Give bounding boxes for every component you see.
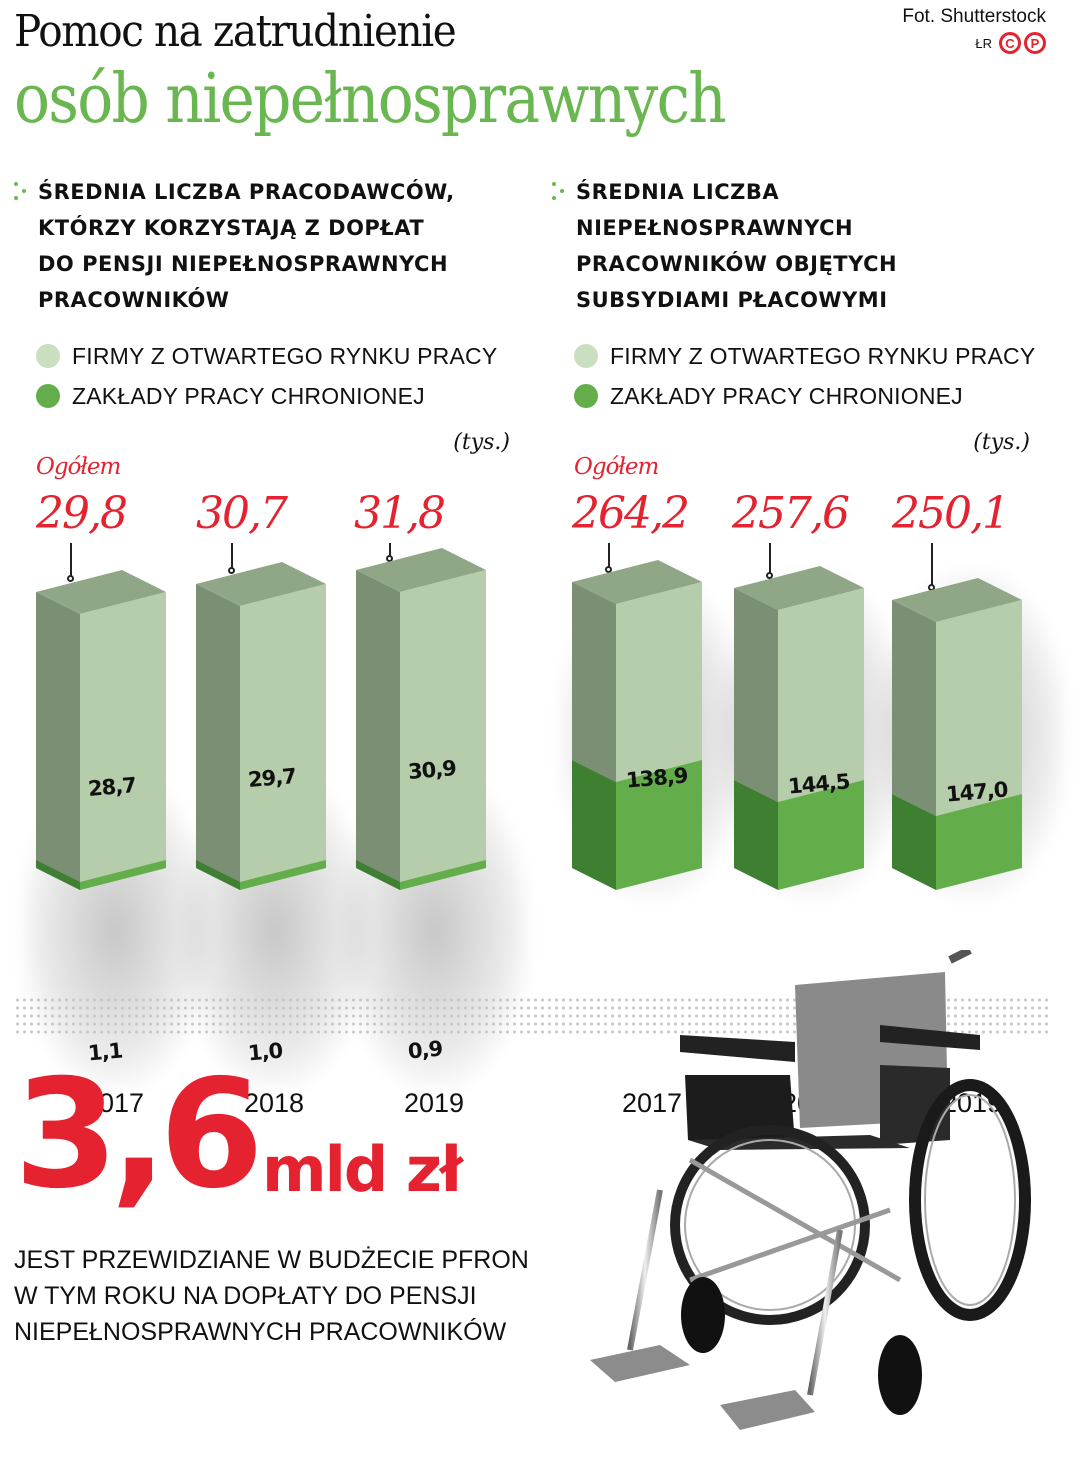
leader-line bbox=[931, 543, 933, 589]
legend-item-protected: ZAKŁADY PRACY CHRONIONEJ bbox=[574, 376, 1035, 416]
publisher-logo: ŁR C P bbox=[975, 32, 1046, 54]
leader-dot bbox=[386, 555, 393, 562]
light-green-dot-icon bbox=[36, 344, 60, 368]
leader-line bbox=[769, 543, 771, 579]
title-line-2: osób niepełnosprawnych bbox=[14, 60, 727, 139]
leader-line bbox=[70, 543, 72, 581]
total-value: 29,8 bbox=[36, 488, 128, 539]
total-value: 30,7 bbox=[196, 488, 288, 539]
bullet-dots-icon bbox=[552, 182, 566, 202]
value-open: 29,7 bbox=[247, 763, 297, 793]
legend: FIRMY Z OTWARTEGO RYNKU PRACY ZAKŁADY PR… bbox=[36, 336, 497, 416]
year-label: 2017 bbox=[622, 1088, 683, 1118]
bar-2017 bbox=[36, 570, 166, 890]
value-open: 30,9 bbox=[407, 755, 457, 785]
leader-line bbox=[608, 543, 610, 571]
chart-employees: Średnia liczba niepełnosprawnych pracown… bbox=[538, 170, 1068, 1118]
legend-item-open-market: FIRMY Z OTWARTEGO RYNKU PRACY bbox=[36, 336, 497, 376]
title-line-1: Pomoc na zatrudnienie bbox=[14, 6, 457, 57]
leader-dot bbox=[605, 566, 612, 573]
highlight-number: 3,6 bbox=[14, 1048, 264, 1222]
wheelchair-photo bbox=[590, 950, 1031, 1430]
year-label: 2019 bbox=[404, 1088, 465, 1118]
bar-2019 bbox=[356, 548, 486, 890]
green-dot-icon bbox=[36, 384, 60, 408]
light-green-dot-icon bbox=[574, 344, 598, 368]
value-open: 28,7 bbox=[87, 772, 137, 802]
value-protected: 0,9 bbox=[407, 1036, 444, 1064]
highlight-unit: mld zł bbox=[262, 1133, 463, 1206]
total-label: Ogółem bbox=[574, 454, 659, 480]
year-label: 2017 bbox=[84, 1088, 145, 1118]
chart-employers: Średnia liczba pracodawców, którzy korzy… bbox=[0, 170, 530, 1118]
leader-dot bbox=[228, 567, 235, 574]
total-value: 257,6 bbox=[732, 488, 850, 539]
year-label: 2018 bbox=[244, 1088, 305, 1118]
logo-p-icon: P bbox=[1024, 32, 1046, 54]
unit-label: (tys.) bbox=[973, 430, 1030, 455]
photo-credit: Fot. Shutterstock bbox=[902, 6, 1046, 27]
green-dot-icon bbox=[574, 384, 598, 408]
legend: FIRMY Z OTWARTEGO RYNKU PRACY ZAKŁADY PR… bbox=[574, 336, 1035, 416]
bar-2018 bbox=[196, 562, 326, 890]
leader-dot bbox=[766, 572, 773, 579]
leader-dot bbox=[67, 575, 74, 582]
chart-heading: Średnia liczba niepełnosprawnych pracown… bbox=[576, 180, 898, 312]
chart-heading: Średnia liczba pracodawców, którzy korzy… bbox=[38, 180, 455, 312]
legend-item-protected: ZAKŁADY PRACY CHRONIONEJ bbox=[36, 376, 497, 416]
leader-line bbox=[389, 543, 391, 561]
total-value: 250,1 bbox=[892, 488, 1010, 539]
total-value: 264,2 bbox=[572, 488, 690, 539]
bar-2017 bbox=[572, 560, 702, 890]
author-initials: ŁR bbox=[975, 35, 992, 51]
bar-2019 bbox=[892, 578, 1022, 890]
logo-c-icon: C bbox=[999, 32, 1021, 54]
highlight-description: JEST PRZEWIDZIANE W BUDŻECIE PFRON W TYM… bbox=[14, 1246, 529, 1346]
bullet-dots-icon bbox=[14, 182, 28, 202]
total-label: Ogółem bbox=[36, 454, 121, 480]
bar-2018 bbox=[734, 566, 864, 890]
leader-line bbox=[231, 543, 233, 573]
unit-label: (tys.) bbox=[453, 430, 510, 455]
total-value: 31,8 bbox=[354, 488, 446, 539]
legend-item-open-market: FIRMY Z OTWARTEGO RYNKU PRACY bbox=[574, 336, 1035, 376]
